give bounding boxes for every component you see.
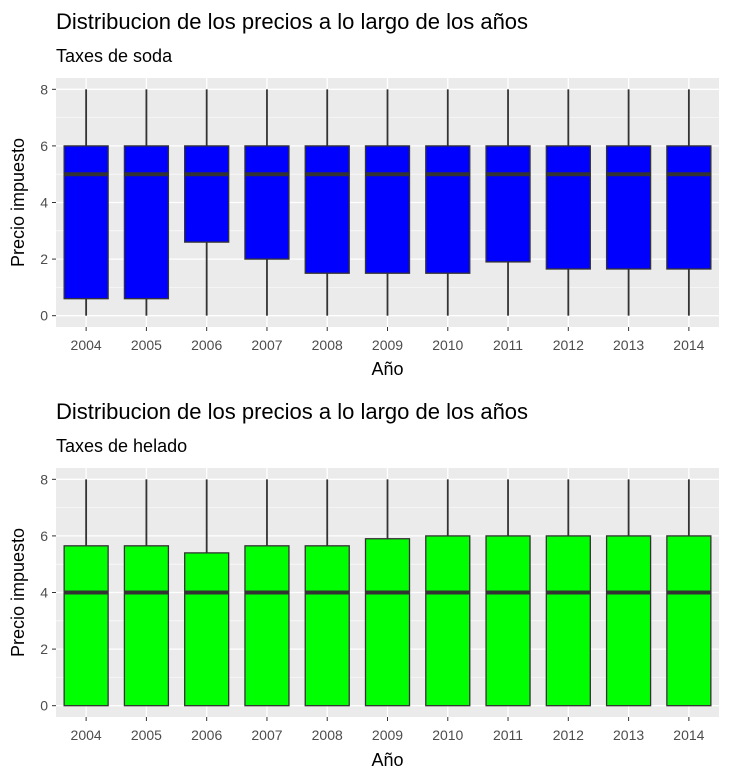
- x-axis-title: Año: [371, 750, 403, 770]
- box-2004: [63, 89, 109, 316]
- y-axis-ticks: 0 2 4 6 8: [40, 471, 56, 714]
- x-tick-label: 2004: [71, 337, 102, 353]
- x-tick-label: 2009: [372, 727, 403, 743]
- x-tick-label: 2007: [251, 727, 282, 743]
- y-axis-title: Precio impuesto: [8, 138, 28, 267]
- x-tick-label: 2011: [493, 337, 523, 353]
- x-tick-label: 2014: [673, 727, 704, 743]
- box-body: [244, 545, 290, 707]
- box-body: [666, 535, 712, 707]
- y-tick-label: 0: [40, 698, 48, 714]
- box-body: [244, 145, 290, 260]
- box-2005: [123, 479, 170, 707]
- x-tick-label: 2014: [673, 337, 704, 353]
- box-body: [184, 552, 230, 707]
- chart-subtitle: Taxes de soda: [56, 46, 173, 66]
- x-tick-label: 2010: [432, 727, 463, 743]
- box-2005: [123, 89, 170, 316]
- boxes: [63, 89, 712, 316]
- x-tick-label: 2005: [131, 727, 162, 743]
- box-2012: [545, 89, 591, 316]
- box-2009: [364, 89, 411, 316]
- box-2007: [244, 479, 290, 707]
- box-2012: [545, 479, 591, 707]
- box-body: [63, 545, 109, 707]
- y-tick-label: 4: [40, 195, 48, 211]
- box-body: [485, 145, 531, 263]
- box-body: [123, 145, 170, 300]
- box-body: [425, 145, 471, 274]
- box-2006: [184, 479, 230, 707]
- box-body: [123, 545, 170, 707]
- box-2008: [304, 89, 350, 316]
- y-tick-label: 2: [40, 641, 48, 657]
- box-2006: [184, 89, 230, 316]
- box-2014: [666, 479, 712, 707]
- y-tick-label: 4: [40, 585, 48, 601]
- y-tick-label: 8: [40, 471, 48, 487]
- box-2007: [244, 89, 290, 316]
- x-tick-label: 2013: [613, 727, 644, 743]
- x-axis-ticks: 2004 2005 2006 2007 2008 2009 2010 2011 2012 2013…: [71, 717, 705, 743]
- y-tick-label: 6: [40, 138, 48, 154]
- box-body: [63, 145, 109, 300]
- y-axis-title: Precio impuesto: [8, 528, 28, 657]
- x-tick-label: 2008: [312, 337, 343, 353]
- y-tick-label: 6: [40, 528, 48, 544]
- helado-chart: Distribucion de los precios a lo largo d…: [8, 399, 719, 770]
- box-body: [304, 545, 350, 707]
- x-axis-title: Año: [371, 359, 403, 379]
- box-body: [304, 145, 350, 274]
- box-2013: [605, 479, 652, 707]
- box-body: [605, 145, 652, 270]
- x-tick-label: 2005: [131, 337, 162, 353]
- x-tick-label: 2013: [613, 337, 644, 353]
- box-2010: [425, 89, 471, 316]
- x-tick-label: 2006: [191, 337, 222, 353]
- x-tick-label: 2011: [493, 727, 523, 743]
- x-tick-label: 2004: [71, 727, 102, 743]
- chart-subtitle: Taxes de helado: [56, 436, 187, 456]
- y-tick-label: 8: [40, 81, 48, 97]
- chart-title: Distribucion de los precios a lo largo d…: [56, 399, 528, 424]
- boxes: [63, 479, 712, 707]
- box-body: [364, 145, 411, 274]
- box-2008: [304, 479, 350, 707]
- box-body: [184, 145, 230, 243]
- box-body: [425, 535, 471, 707]
- box-2011: [485, 479, 531, 707]
- x-axis-ticks: 2004 2005 2006 2007 2008 2009 2010 2011 2012 2013…: [71, 327, 705, 353]
- x-tick-label: 2007: [251, 337, 282, 353]
- y-axis-ticks: 0 2 4 6 8: [40, 81, 56, 324]
- box-body: [485, 535, 531, 707]
- box-body: [666, 145, 712, 270]
- box-body: [545, 535, 591, 707]
- x-tick-label: 2006: [191, 727, 222, 743]
- box-2010: [425, 479, 471, 707]
- x-tick-label: 2010: [432, 337, 463, 353]
- box-body: [545, 145, 591, 270]
- box-2013: [605, 89, 652, 316]
- x-tick-label: 2012: [553, 727, 584, 743]
- box-body: [364, 538, 411, 707]
- y-tick-label: 2: [40, 251, 48, 267]
- x-tick-label: 2009: [372, 337, 403, 353]
- box-2014: [666, 89, 712, 316]
- x-tick-label: 2008: [312, 727, 343, 743]
- box-2004: [63, 479, 109, 707]
- box-2011: [485, 89, 531, 316]
- x-tick-label: 2012: [553, 337, 584, 353]
- box-2009: [364, 479, 411, 707]
- soda-chart: Distribucion de los precios a lo largo d…: [8, 9, 719, 379]
- box-body: [605, 535, 652, 707]
- y-tick-label: 0: [40, 308, 48, 324]
- chart-title: Distribucion de los precios a lo largo d…: [56, 9, 528, 34]
